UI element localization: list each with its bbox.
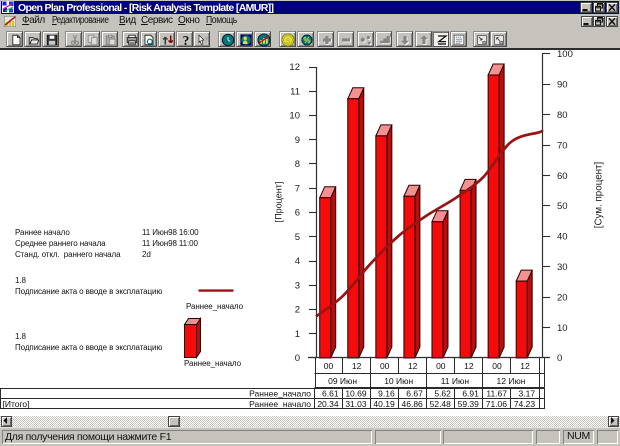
svg-text:30: 30 <box>557 262 568 273</box>
svg-text:60: 60 <box>557 171 568 182</box>
svg-text:%: % <box>303 35 310 44</box>
svg-text:00: 00 <box>324 361 334 371</box>
svg-text:31.03: 31.03 <box>345 399 367 409</box>
svg-text:0: 0 <box>295 353 300 364</box>
svg-text:80: 80 <box>557 110 568 121</box>
svg-text:9.16: 9.16 <box>378 389 395 399</box>
svg-text:5: 5 <box>295 232 300 243</box>
svg-text:10: 10 <box>557 323 568 334</box>
svg-text:12 Июн: 12 Июн <box>497 376 526 386</box>
svg-text:7: 7 <box>295 183 300 194</box>
svg-text:74.23: 74.23 <box>514 399 536 409</box>
svg-text:11.67: 11.67 <box>486 389 507 399</box>
svg-text:1: 1 <box>295 329 300 340</box>
svg-text:100: 100 <box>557 49 573 60</box>
svg-text:[Процент]: [Процент] <box>274 182 284 223</box>
svg-text:11: 11 <box>290 86 300 97</box>
svg-text:12: 12 <box>520 361 530 371</box>
svg-text:10.69: 10.69 <box>345 389 367 399</box>
svg-text:6.61: 6.61 <box>322 389 339 399</box>
svg-text:0: 0 <box>557 353 562 364</box>
svg-text:90: 90 <box>557 80 568 91</box>
svg-text:20.34: 20.34 <box>317 399 339 409</box>
svg-text:70: 70 <box>557 140 568 151</box>
svg-text:40: 40 <box>557 232 568 243</box>
svg-text:52.48: 52.48 <box>430 399 452 409</box>
svg-text:3.17: 3.17 <box>519 389 536 399</box>
svg-text:71.06: 71.06 <box>486 399 508 409</box>
svg-text:9: 9 <box>295 135 300 146</box>
svg-text:12: 12 <box>464 361 474 371</box>
svg-text:46.86: 46.86 <box>402 399 424 409</box>
svg-text:3: 3 <box>295 280 300 291</box>
svg-text:09 Июн: 09 Июн <box>328 376 357 386</box>
svg-text:59.39: 59.39 <box>458 399 480 409</box>
svg-text:12: 12 <box>408 361 418 371</box>
svg-text:00: 00 <box>380 361 390 371</box>
svg-text:11 Июн: 11 Июн <box>441 376 470 386</box>
svg-text:[Сум. процент]: [Сум. процент] <box>594 161 605 228</box>
svg-text:8: 8 <box>295 159 300 170</box>
svg-text:Раннее_начало: Раннее_начало <box>249 399 311 409</box>
svg-text:[Итого]: [Итого] <box>3 399 30 409</box>
svg-text:2: 2 <box>295 305 300 316</box>
svg-text:5.62: 5.62 <box>434 389 451 399</box>
svg-text:20: 20 <box>557 292 568 303</box>
svg-text:40.19: 40.19 <box>373 399 395 409</box>
svg-text:10 Июн: 10 Июн <box>384 376 413 386</box>
svg-text:4: 4 <box>295 256 300 267</box>
svg-text:12: 12 <box>289 62 300 73</box>
svg-text:00: 00 <box>436 361 446 371</box>
svg-text:6.91: 6.91 <box>462 389 479 399</box>
svg-text:10: 10 <box>289 111 300 122</box>
svg-text:00: 00 <box>492 361 502 371</box>
svg-text:50: 50 <box>557 201 568 212</box>
svg-text:12: 12 <box>352 361 362 371</box>
svg-text:6.67: 6.67 <box>406 389 423 399</box>
svg-text:6: 6 <box>295 208 300 219</box>
svg-text:S: S <box>286 37 291 44</box>
svg-text:?: ? <box>182 33 189 47</box>
svg-text:Раннее_начало: Раннее_начало <box>249 389 311 399</box>
svg-text:?: ? <box>204 35 208 44</box>
